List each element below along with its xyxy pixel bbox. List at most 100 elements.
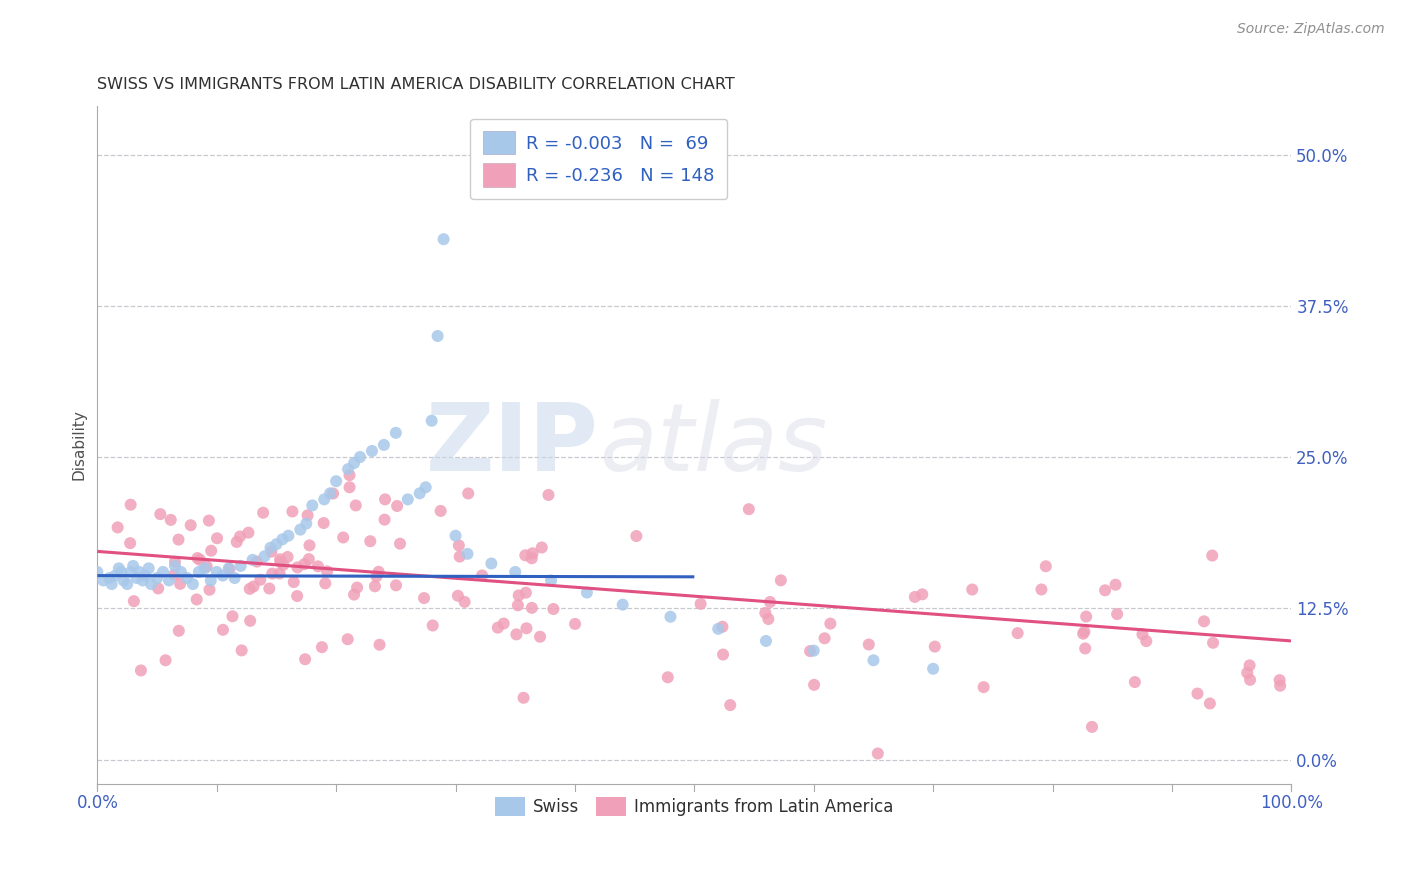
Point (530, 541, 553, 555)
Point (492, 616, 515, 631)
Point (515, 585, 537, 599)
Point (922, 662, 945, 676)
Point (529, 630, 551, 644)
Point (1107, 607, 1129, 621)
Point (456, 547, 478, 561)
Point (659, 609, 682, 624)
Point (294, 652, 316, 666)
Point (285, 589, 308, 603)
Point (163, 567, 186, 582)
Point (200, 574, 222, 588)
Point (373, 438, 395, 452)
Point (447, 538, 470, 552)
Point (904, 590, 927, 604)
Point (195, 559, 218, 574)
Point (125, 571, 148, 585)
Point (259, 541, 281, 555)
Point (508, 589, 530, 603)
Point (359, 534, 381, 549)
Point (319, 486, 342, 500)
Point (100, 577, 122, 591)
Point (769, 574, 792, 588)
Point (385, 425, 408, 440)
Point (447, 589, 470, 603)
Point (163, 555, 186, 569)
Point (457, 486, 479, 500)
Point (575, 585, 598, 599)
Point (194, 561, 217, 575)
Point (1135, 634, 1157, 648)
Point (1035, 559, 1057, 574)
Point (361, 444, 384, 458)
Point (422, 618, 444, 632)
Point (389, 536, 412, 550)
Point (260, 544, 283, 558)
Point (157, 574, 180, 588)
Point (170, 565, 193, 579)
Point (176, 571, 198, 585)
Point (626, 529, 648, 543)
Point (522, 546, 544, 560)
Point (277, 549, 299, 564)
Point (198, 582, 221, 597)
Text: atlas: atlas (599, 400, 827, 491)
Point (271, 533, 294, 547)
Point (415, 480, 437, 494)
Point (332, 531, 354, 545)
Point (1239, 658, 1261, 673)
Point (1201, 549, 1223, 563)
Point (253, 549, 276, 564)
Point (689, 597, 711, 611)
Point (711, 648, 734, 662)
Point (218, 561, 240, 575)
Point (163, 558, 186, 573)
Point (503, 565, 526, 579)
Point (271, 558, 294, 572)
Point (120, 536, 142, 550)
Point (444, 529, 467, 543)
Point (181, 577, 204, 591)
Point (413, 591, 436, 605)
Point (374, 513, 396, 527)
Point (269, 555, 291, 569)
Point (316, 565, 339, 579)
Point (287, 560, 309, 574)
Point (187, 565, 209, 579)
Point (396, 492, 419, 507)
Point (200, 543, 222, 558)
Point (259, 582, 281, 596)
Point (242, 553, 264, 567)
Point (180, 518, 202, 533)
Point (312, 516, 335, 530)
Point (520, 551, 543, 566)
Point (314, 576, 336, 591)
Point (139, 577, 162, 591)
Point (110, 565, 132, 579)
Point (385, 499, 408, 513)
Point (115, 577, 138, 591)
Point (186, 592, 208, 607)
Point (252, 506, 274, 520)
Point (385, 578, 408, 592)
Point (409, 486, 432, 500)
Point (239, 582, 262, 596)
Point (246, 555, 269, 569)
Point (1071, 626, 1094, 640)
Point (349, 450, 371, 464)
Point (515, 621, 537, 635)
Point (211, 568, 233, 582)
Point (1074, 641, 1097, 656)
Point (167, 533, 190, 547)
Point (858, 638, 880, 652)
Point (107, 520, 129, 534)
Point (364, 579, 387, 593)
Point (266, 537, 288, 551)
Point (322, 486, 344, 500)
Point (754, 606, 776, 620)
Point (218, 562, 240, 576)
Legend: Swiss, Immigrants from Latin America: Swiss, Immigrants from Latin America (488, 790, 900, 822)
Point (1236, 665, 1258, 680)
Point (307, 559, 329, 574)
Point (960, 582, 983, 597)
Point (120, 565, 142, 579)
